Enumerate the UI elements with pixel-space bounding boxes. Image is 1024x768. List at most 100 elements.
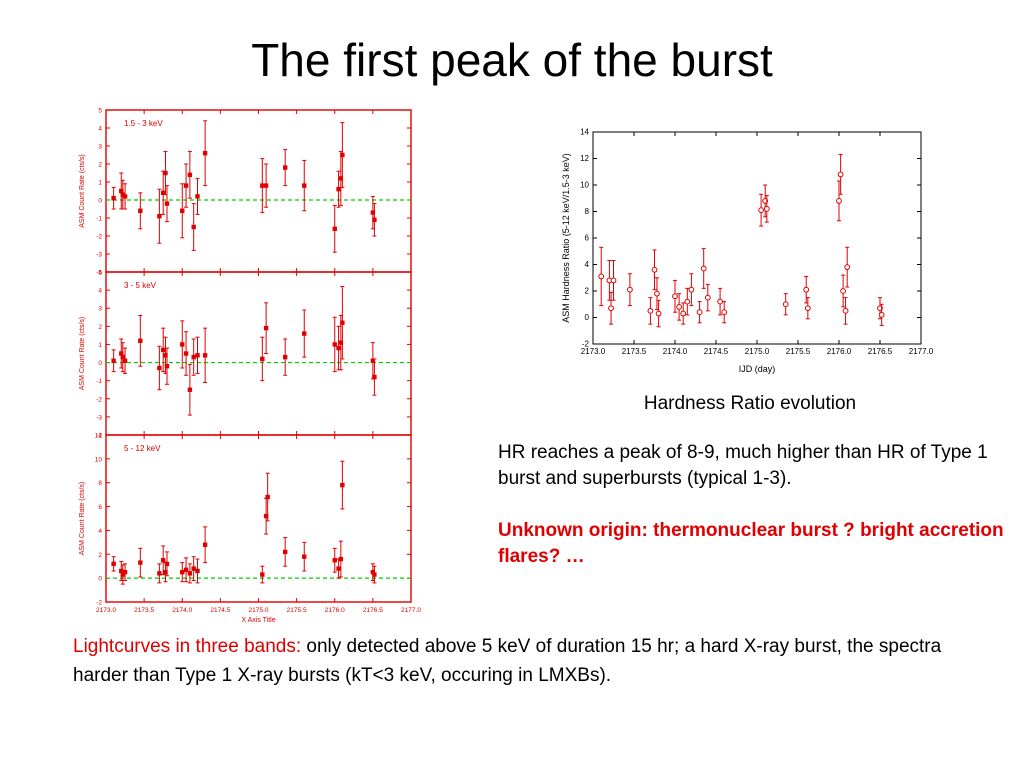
data-point bbox=[340, 482, 345, 488]
y-tick-label: 2 bbox=[98, 162, 102, 169]
data-point bbox=[672, 293, 678, 300]
y-axis-label: ASM Count Rate (cts/s) bbox=[79, 482, 86, 556]
data-point bbox=[302, 331, 307, 336]
data-point bbox=[163, 569, 168, 575]
data-point bbox=[627, 286, 633, 293]
data-point bbox=[120, 354, 125, 360]
data-point bbox=[680, 310, 687, 317]
data-point bbox=[122, 358, 128, 363]
y-tick-label: 14 bbox=[580, 128, 589, 137]
data-point bbox=[836, 198, 842, 204]
data-point bbox=[160, 347, 166, 353]
data-point bbox=[111, 561, 116, 567]
data-point bbox=[338, 556, 344, 562]
data-point bbox=[180, 569, 185, 575]
data-point bbox=[336, 566, 341, 571]
y-tick-label: 10 bbox=[580, 181, 589, 190]
y-tick-label: 0 bbox=[98, 576, 102, 583]
y-tick-label: 3 bbox=[98, 144, 102, 151]
x-tick-label: 2173.0 bbox=[581, 347, 606, 356]
data-point bbox=[608, 305, 614, 312]
data-point bbox=[263, 325, 269, 331]
data-point bbox=[878, 311, 885, 318]
y-tick-label: 8 bbox=[585, 207, 590, 216]
data-point bbox=[372, 374, 377, 380]
data-point bbox=[183, 183, 189, 188]
data-point bbox=[160, 190, 166, 195]
data-point bbox=[122, 569, 128, 575]
y-tick-label: -1 bbox=[96, 216, 102, 223]
data-point bbox=[111, 196, 116, 201]
data-point bbox=[704, 294, 711, 301]
y-axis-label: ASM Hardness Ratio (5-12 keV/1.5-3 keV) bbox=[561, 153, 571, 323]
slide-title: The first peak of the burst bbox=[251, 34, 773, 86]
data-point bbox=[340, 152, 345, 158]
y-tick-label: 5 bbox=[98, 108, 102, 115]
data-point bbox=[260, 356, 265, 362]
y-tick-label: 5 bbox=[98, 270, 102, 277]
y-tick-label: -1 bbox=[96, 378, 102, 385]
y-tick-label: -4 bbox=[96, 433, 102, 440]
data-point bbox=[111, 358, 116, 363]
data-point bbox=[338, 176, 344, 181]
data-point bbox=[370, 569, 376, 575]
data-point bbox=[191, 354, 196, 360]
y-tick-label: -2 bbox=[96, 234, 102, 241]
data-point bbox=[195, 353, 200, 358]
data-point bbox=[164, 561, 170, 567]
data-point bbox=[782, 301, 789, 308]
data-point bbox=[655, 310, 662, 317]
data-point bbox=[160, 558, 166, 563]
data-point bbox=[688, 286, 695, 293]
data-point bbox=[302, 183, 307, 188]
data-point bbox=[187, 571, 193, 576]
y-tick-label: 12 bbox=[95, 433, 103, 440]
x-tick-label: 2173.0 bbox=[96, 607, 116, 614]
hardness-ratio-caption: Hardness Ratio evolution bbox=[643, 393, 857, 414]
bottom-red-label: Lightcurves in three bands: bbox=[73, 636, 302, 657]
data-point bbox=[202, 151, 208, 156]
x-tick-label: 2176.0 bbox=[827, 347, 852, 356]
y-tick-label: 2 bbox=[585, 287, 590, 296]
data-point bbox=[157, 571, 162, 576]
x-axis-label: IJD (day) bbox=[739, 364, 776, 374]
data-point bbox=[122, 194, 128, 199]
data-point bbox=[120, 192, 125, 197]
data-point bbox=[164, 201, 170, 206]
data-point bbox=[265, 494, 270, 500]
x-tick-label: 2174.0 bbox=[172, 607, 192, 614]
x-tick-label: 2174.5 bbox=[704, 347, 729, 356]
hr-text-red: Unknown origin: thermonuclear burst ? br… bbox=[498, 520, 1004, 567]
y-tick-label: 1 bbox=[98, 180, 102, 187]
plot-frame bbox=[592, 131, 922, 345]
y-tick-label: 4 bbox=[585, 260, 590, 269]
y-tick-label: 4 bbox=[98, 126, 102, 133]
y-axis-label: ASM Count Rate (cts/s) bbox=[79, 317, 86, 391]
y-tick-label: -2 bbox=[96, 396, 102, 403]
data-point bbox=[119, 568, 124, 574]
x-tick-label: 2175.0 bbox=[745, 347, 770, 356]
hr-description: HR reaches a peak of 8-9, much higher th… bbox=[498, 440, 1008, 570]
data-point bbox=[372, 572, 377, 577]
data-point bbox=[676, 304, 683, 310]
y-tick-label: 0 bbox=[98, 360, 102, 367]
y-tick-label: 6 bbox=[585, 234, 590, 243]
y-tick-label: 2 bbox=[98, 324, 102, 331]
data-point bbox=[844, 264, 851, 271]
data-point bbox=[180, 208, 185, 213]
hardness-ratio-plot: -2 0 2 4 6 8 10 12 14 2173.0 2173.5 2174.0 2174.5 217… bbox=[561, 128, 934, 375]
data-point bbox=[803, 286, 810, 293]
data-point bbox=[763, 205, 770, 212]
data-point bbox=[191, 566, 196, 571]
data-point bbox=[164, 363, 170, 369]
data-point bbox=[598, 273, 605, 280]
data-point bbox=[187, 387, 193, 392]
data-point bbox=[842, 307, 849, 314]
panel-1-5-3-kev: -4 -3 -2 -1 0 1 2 3 4 5 1.5 - 3 keV ASM Count Rate … bbox=[79, 108, 412, 277]
data-point bbox=[282, 354, 288, 360]
data-point bbox=[370, 210, 376, 215]
plot-frame bbox=[105, 271, 412, 436]
data-point bbox=[340, 320, 345, 325]
